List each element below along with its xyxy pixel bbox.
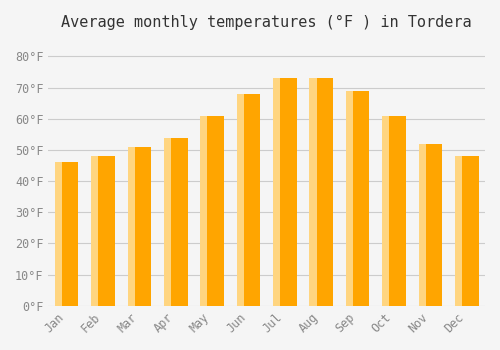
Bar: [346, 91, 370, 306]
Bar: [310, 78, 316, 306]
Bar: [200, 116, 224, 306]
Bar: [128, 147, 151, 306]
Bar: [200, 116, 207, 306]
Bar: [382, 116, 390, 306]
Bar: [164, 138, 171, 306]
Bar: [418, 144, 442, 306]
Bar: [91, 156, 115, 306]
Bar: [164, 138, 188, 306]
Bar: [54, 162, 62, 306]
Bar: [346, 91, 353, 306]
Bar: [128, 147, 134, 306]
Bar: [91, 156, 98, 306]
Bar: [418, 144, 426, 306]
Bar: [310, 78, 333, 306]
Bar: [273, 78, 296, 306]
Bar: [273, 78, 280, 306]
Bar: [236, 94, 244, 306]
Bar: [382, 116, 406, 306]
Bar: [236, 94, 260, 306]
Bar: [54, 162, 78, 306]
Bar: [455, 156, 462, 306]
Title: Average monthly temperatures (°F ) in Tordera: Average monthly temperatures (°F ) in To…: [62, 15, 472, 30]
Bar: [455, 156, 478, 306]
